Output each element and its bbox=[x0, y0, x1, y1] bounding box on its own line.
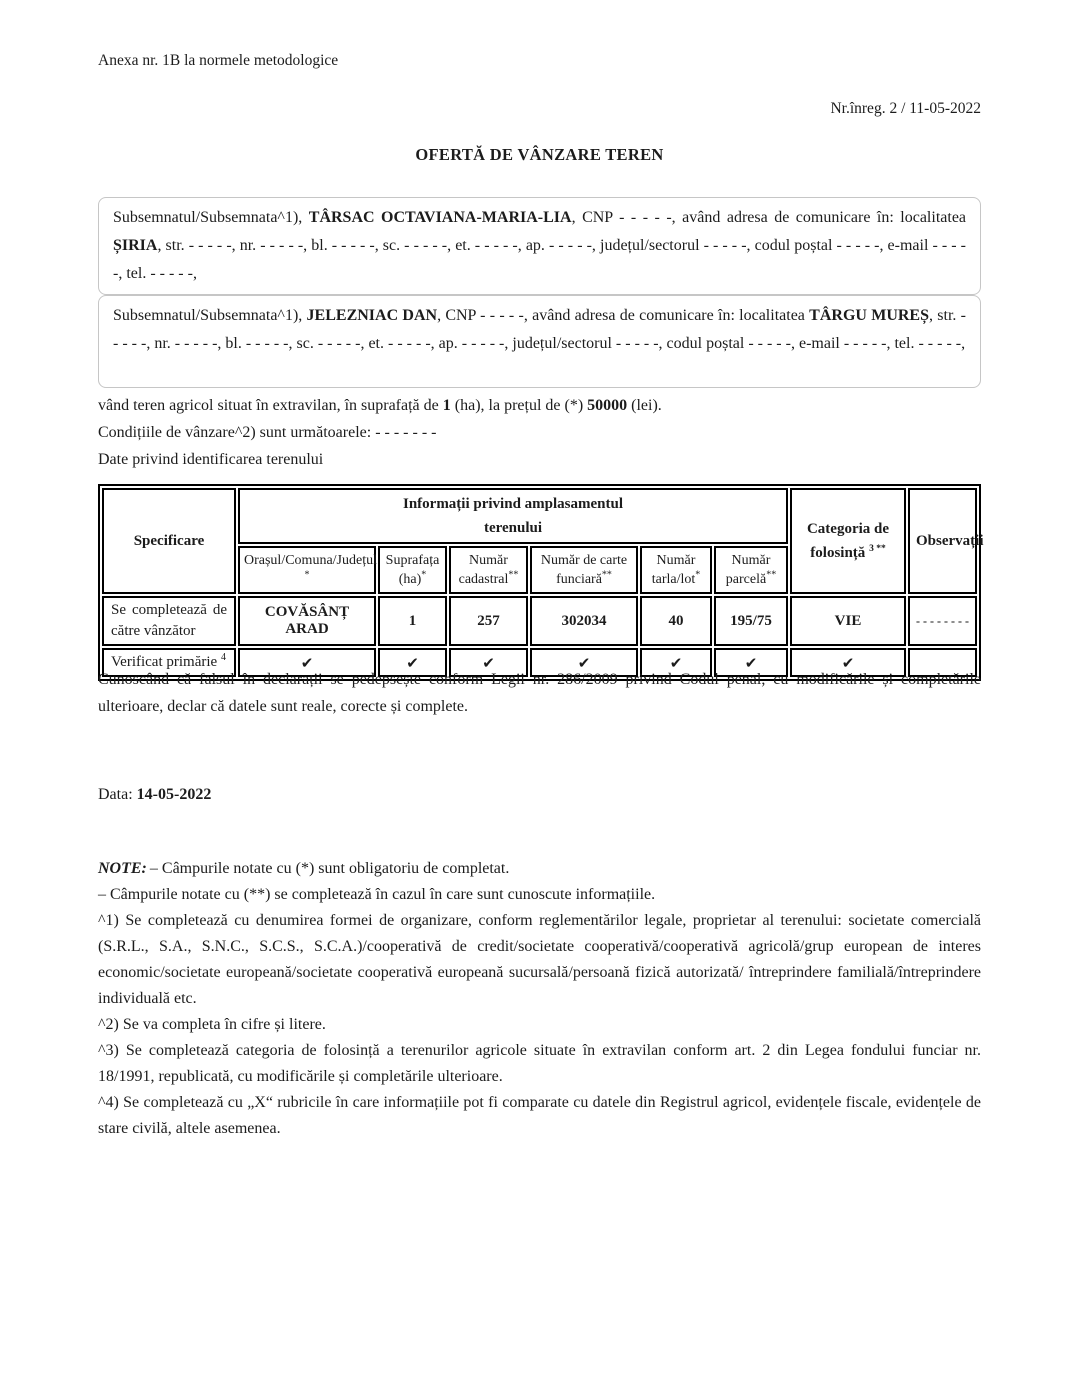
seller-locality: ȘIRIA bbox=[113, 237, 158, 254]
seller-intro: Subsemnatul/Subsemnata^1), bbox=[113, 209, 309, 226]
col-header-cadastral: Număr cadastral** bbox=[449, 546, 528, 594]
sale-line-text3: (lei). bbox=[627, 397, 662, 414]
categoria-superscript: 3 ** bbox=[869, 544, 886, 554]
sale-intro-block: vând teren agricol situat în extravilan,… bbox=[98, 392, 981, 473]
cell-observatii: - - - - - - - - bbox=[908, 596, 977, 646]
sale-line: vând teren agricol situat în extravilan,… bbox=[98, 392, 981, 419]
sale-price-value: 50000 bbox=[587, 397, 628, 414]
land-id-heading: Date privind identificarea terenului bbox=[98, 451, 324, 468]
notes-section: NOTE: – Câmpurile notate cu (*) sunt obli… bbox=[98, 856, 981, 1142]
second-party-box: Subsemnatul/Subsemnata^1), JELEZNIAC DAN… bbox=[98, 295, 981, 388]
date-value: 14-05-2022 bbox=[136, 786, 212, 803]
check-tarla-icon: ✔ bbox=[640, 648, 712, 677]
cell-tarla: 40 bbox=[640, 596, 712, 646]
col-header-amplasament-group: Informații privind amplasamentul terenul… bbox=[238, 488, 788, 544]
amplasament-line2: terenului bbox=[483, 520, 543, 536]
conditions-line: Condițiile de vânzare^2) sunt următoarel… bbox=[98, 424, 437, 441]
cell-surface: 1 bbox=[378, 596, 447, 646]
footnote-4: ^4) Se completează cu „X“ rubricile în c… bbox=[98, 1094, 981, 1137]
col-header-tarla: Număr tarla/lot* bbox=[640, 546, 712, 594]
second-party-paragraph: Subsemnatul/Subsemnata^1), JELEZNIAC DAN… bbox=[113, 302, 966, 358]
seller-row-label: Se completează de către vânzător bbox=[102, 596, 236, 646]
verify-row: Verificat primărie 4 ✔ ✔ ✔ ✔ ✔ ✔ ✔ bbox=[102, 648, 977, 677]
seller-address-tail: , str. - - - - -, nr. - - - - -, bl. - -… bbox=[113, 237, 966, 282]
seller-name: TÂRSAC OCTAVIANA-MARIA-LIA bbox=[308, 209, 572, 226]
verify-label-superscript: 4 bbox=[220, 652, 226, 663]
cell-city: COVĂSÂNȚ ARAD bbox=[238, 596, 376, 646]
seller-cnp-segment: , CNP - - - - -, având adresa de comunic… bbox=[571, 209, 967, 226]
seller-paragraph: Subsemnatul/Subsemnata^1), TÂRSAC OCTAVI… bbox=[113, 204, 966, 288]
sale-line-text: vând teren agricol situat în extravilan,… bbox=[98, 397, 443, 414]
check-carte-funciara-icon: ✔ bbox=[530, 648, 638, 677]
col-header-specificare: Specificare bbox=[102, 488, 236, 594]
cell-parcela: 195/75 bbox=[714, 596, 788, 646]
registration-number: Nr.înreg. 2 / 11-05-2022 bbox=[830, 100, 981, 117]
col-header-carte-funciara: Număr de carte funciară** bbox=[530, 546, 638, 594]
cell-carte-funciara: 302034 bbox=[530, 596, 638, 646]
second-party-cnp-segment: , CNP - - - - -, având adresa de comunic… bbox=[437, 307, 810, 324]
col-header-observatii: Observații bbox=[908, 488, 984, 594]
seller-data-row: Se completează de către vânzător COVĂSÂN… bbox=[102, 596, 977, 646]
categoria-label: Categoria de folosință bbox=[806, 521, 890, 561]
declaration-paragraph: Cunoscând că falsul în declarații se ped… bbox=[98, 671, 981, 715]
note-lead-label: NOTE: bbox=[98, 860, 147, 877]
table-header-group-row: Specificare Informații privind amplasame… bbox=[102, 488, 984, 594]
table-header-sub-row: Orașul/Comuna/Județul * Suprafața (ha)* N… bbox=[102, 546, 977, 594]
check-surface-icon: ✔ bbox=[378, 648, 447, 677]
footnote-3: ^3) Se completează categoria de folosinț… bbox=[98, 1042, 981, 1085]
second-party-locality: TÂRGU MUREȘ bbox=[809, 307, 930, 324]
annex-note: Anexa nr. 1B la normele metodologice bbox=[98, 52, 339, 69]
col-header-suprafata: Suprafața (ha)* bbox=[378, 546, 447, 594]
document-title: OFERTĂ DE VÂNZARE TEREN bbox=[415, 145, 664, 164]
date-line: Data: 14-05-2022 bbox=[98, 786, 981, 804]
check-cadastral-icon: ✔ bbox=[449, 648, 528, 677]
check-observatii-empty bbox=[908, 648, 977, 677]
note-line-1-text: – Câmpurile notate cu (*) sunt obligator… bbox=[149, 860, 510, 877]
footnote-2: ^2) Se va completa în cifre și litere. bbox=[98, 1016, 326, 1033]
sale-line-text2: (ha), la prețul de (*) bbox=[450, 397, 588, 414]
second-party-address-tail: , str. - - - - -, nr. - - - - -, bl. - -… bbox=[113, 307, 967, 352]
col-header-categoria: Categoria de folosință 3 ** bbox=[790, 488, 906, 594]
seller-box: Subsemnatul/Subsemnata^1), TÂRSAC OCTAVI… bbox=[98, 197, 981, 295]
amplasament-line1: Informații privind amplasamentul bbox=[402, 496, 624, 512]
check-parcela-icon: ✔ bbox=[714, 648, 788, 677]
sale-area-value: 1 bbox=[442, 397, 451, 414]
cell-cadastral: 257 bbox=[449, 596, 528, 646]
note-line-2: – Câmpurile notate cu (**) se completeaz… bbox=[98, 886, 656, 903]
check-city-icon: ✔ bbox=[238, 648, 376, 677]
cell-categoria: VIE bbox=[790, 596, 906, 646]
note-line-1: NOTE: – Câmpurile notate cu (*) sunt obli… bbox=[98, 856, 981, 882]
second-party-name: JELEZNIAC DAN bbox=[306, 307, 438, 324]
footnote-1: ^1) Se completează cu denumirea formei d… bbox=[98, 912, 981, 1007]
col-header-parcela: Număr parcelă** bbox=[714, 546, 788, 594]
land-identification-table: Specificare Informații privind amplasame… bbox=[98, 484, 984, 681]
col-header-oras: Orașul/Comuna/Județul * bbox=[238, 546, 377, 594]
check-categoria-icon: ✔ bbox=[790, 648, 906, 677]
second-party-intro: Subsemnatul/Subsemnata^1), bbox=[113, 307, 307, 324]
date-label: Data: bbox=[98, 786, 137, 803]
verify-row-label: Verificat primărie 4 bbox=[102, 648, 236, 677]
